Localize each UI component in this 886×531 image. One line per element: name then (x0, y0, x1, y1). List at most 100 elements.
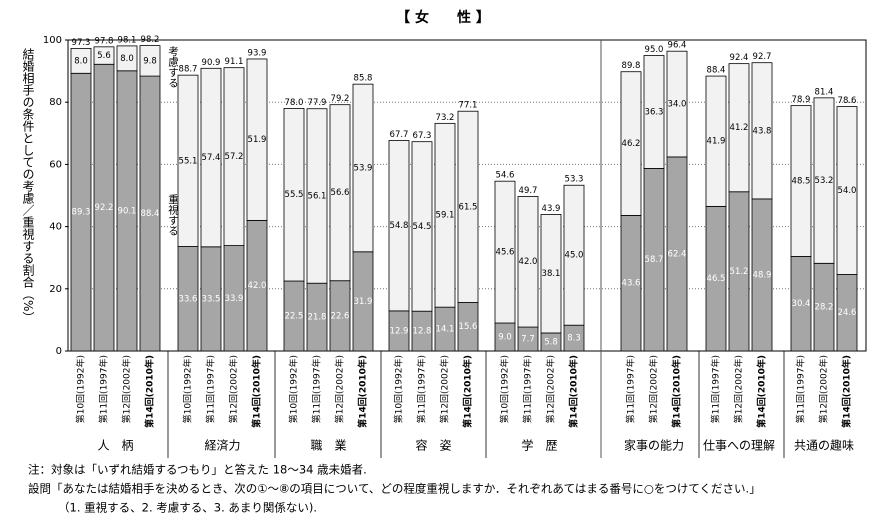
x-tick-label: 第12回(2002年) (334, 355, 346, 423)
bar-segment (352, 83, 374, 253)
bar-segment (388, 140, 410, 312)
value-label: 57.4 (202, 153, 221, 163)
total-label: 85.8 (354, 74, 373, 84)
y-tick-label: 80 (49, 97, 62, 108)
value-label: 30.4 (792, 299, 811, 309)
bar-segment (563, 184, 585, 326)
value-label: 53.9 (354, 163, 373, 173)
bar-segment (494, 180, 516, 324)
x-tick-label: 第11回(1997年) (416, 355, 428, 423)
value-label: 59.1 (436, 211, 455, 221)
x-tick-label: 第12回(2002年) (121, 355, 133, 423)
value-label: 58.7 (645, 255, 664, 265)
total-label: 95.0 (645, 45, 664, 55)
total-label: 67.7 (390, 130, 409, 140)
x-tick-label: 第14回(2010年) (568, 355, 580, 428)
bar-segment (246, 58, 268, 221)
bar-segment (751, 62, 773, 200)
value-label: 28.2 (815, 303, 834, 313)
total-label: 92.7 (753, 52, 772, 62)
x-tick-label: 第11回(1997年) (522, 355, 534, 423)
y-axis-label: 結婚相手の条件としての考慮／重視する割合（%） (21, 48, 35, 324)
value-label: 55.5 (285, 190, 304, 200)
x-tick-label: 第14回(2010年) (462, 355, 474, 428)
value-label: 41.9 (707, 137, 726, 147)
total-label: 73.2 (436, 113, 455, 123)
value-label: 5.6 (97, 51, 111, 61)
series-label: 考慮する (167, 46, 179, 88)
value-label: 62.4 (668, 249, 687, 259)
bar-segment (813, 97, 835, 264)
group-label: 家事の能力 (624, 438, 684, 453)
series-label: 重視する (167, 193, 179, 236)
y-tick-label: 40 (49, 222, 62, 233)
group-label: 経済力 (204, 438, 240, 453)
value-label: 56.6 (331, 188, 350, 198)
x-tick-label: 第11回(1997年) (311, 355, 323, 423)
x-tick-label: 第14回(2010年) (144, 355, 156, 428)
total-label: 91.1 (225, 57, 244, 67)
bar-segment (177, 74, 199, 247)
total-label: 77.1 (459, 101, 478, 111)
value-label: 9.0 (498, 333, 512, 343)
value-label: 22.5 (285, 312, 304, 322)
value-label: 12.9 (390, 326, 409, 336)
group-label: 共通の趣味 (794, 438, 854, 453)
value-label: 89.3 (72, 208, 91, 218)
value-label: 55.1 (179, 156, 198, 166)
group-label: 学 歴 (521, 438, 557, 453)
total-label: 77.9 (308, 98, 327, 108)
bar-segment (705, 75, 727, 207)
total-label: 93.9 (248, 48, 267, 58)
value-label: 56.1 (308, 191, 327, 201)
total-label: 96.4 (668, 41, 687, 51)
bar-segment (836, 106, 858, 275)
x-tick-label: 第11回(1997年) (795, 355, 807, 423)
value-label: 7.7 (521, 335, 535, 345)
bar-segment (283, 108, 305, 282)
x-tick-label: 第12回(2002年) (648, 355, 660, 423)
value-label: 24.6 (838, 308, 857, 318)
y-tick-label: 60 (49, 159, 62, 170)
value-label: 33.9 (225, 294, 244, 304)
value-label: 43.8 (753, 126, 772, 136)
x-tick-label: 第10回(1992年) (393, 355, 405, 423)
value-label: 42.0 (248, 281, 267, 291)
value-label: 54.0 (838, 186, 857, 196)
x-tick-label: 第12回(2002年) (439, 355, 451, 423)
y-tick-label: 100 (43, 35, 62, 46)
bar-segment (666, 50, 688, 158)
bar-segment (434, 122, 456, 308)
bar-segment (200, 67, 222, 248)
bar-segment (620, 71, 642, 216)
value-label: 54.5 (413, 222, 432, 232)
total-label: 88.4 (707, 66, 726, 76)
value-label: 43.6 (622, 279, 641, 289)
value-label: 38.1 (542, 269, 561, 279)
group-label: 人 柄 (97, 439, 133, 453)
total-label: 78.9 (792, 95, 811, 105)
total-label: 98.2 (141, 35, 160, 45)
value-label: 88.4 (141, 209, 160, 219)
group-label: 職 業 (310, 439, 346, 453)
value-label: 51.9 (248, 135, 267, 145)
chart-title: 【 女 性 】 (396, 9, 490, 26)
x-tick-label: 第10回(1992年) (75, 355, 87, 423)
value-label: 46.2 (622, 139, 641, 149)
bar-segment (457, 110, 479, 303)
y-tick-label: 0 (56, 346, 62, 357)
total-label: 92.4 (730, 53, 749, 63)
note: （1. 重視する、2. 考慮する、3. あまり関係ない). (58, 501, 317, 515)
bar-segment (223, 67, 245, 246)
value-label: 92.2 (95, 203, 114, 213)
group-label: 仕事への理解 (703, 439, 775, 453)
total-label: 97.8 (95, 36, 114, 46)
group-label: 容 姿 (415, 438, 451, 453)
bar-segment (329, 104, 351, 282)
x-tick-label: 第12回(2002年) (818, 355, 830, 423)
value-label: 8.0 (120, 54, 134, 64)
total-label: 53.3 (565, 175, 584, 185)
bar-segment (411, 141, 433, 312)
note: 注：対象は「いずれ結婚するつもり」と答えた 18～34 歳未婚者. (28, 463, 367, 477)
